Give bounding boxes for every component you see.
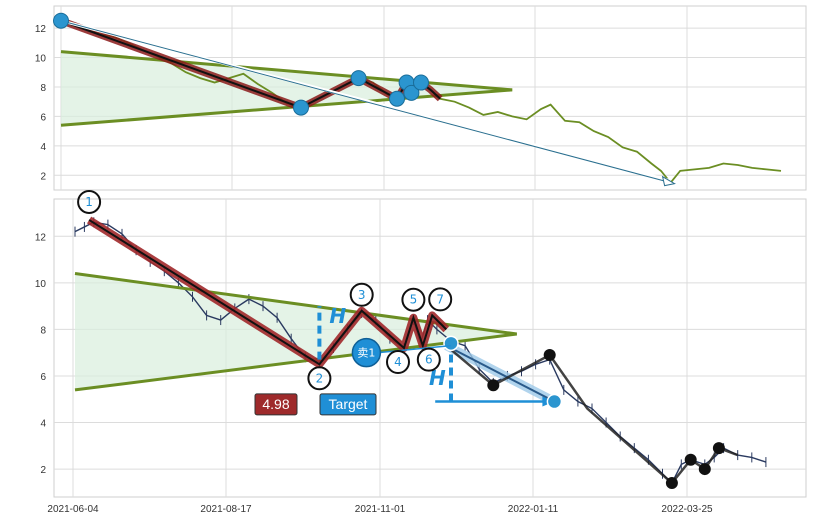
detail-price-box [254,393,298,416]
overview-pivot-dot [293,99,309,116]
detail-sell-connector [378,344,452,354]
detail-triangle-lower [74,332,517,392]
detail-pivot-label: 6 [425,353,433,367]
detail-pattern-dot [543,348,556,361]
overview-triangle-fill [61,51,513,126]
detail-target-box [319,393,377,416]
overview-pivot-dot [403,84,420,101]
detail-pivot-label: 7 [436,292,444,306]
overview-y-tick-label: 2 [40,171,46,182]
detail-y-tick-label: 6 [40,372,46,383]
detail-x-tick-label: 2022-01-11 [508,504,559,515]
overview-pivot-dot [389,90,405,107]
detail-y-tick-label: 8 [40,325,46,336]
detail-projection-inner [445,344,555,403]
detail-pivot-circle [307,366,332,391]
detail-pivot-label: 5 [410,293,418,307]
overview-trend-arrowhead [661,175,676,187]
overview-pivot-dot [53,12,69,29]
detail-pivot-circle [349,282,374,307]
detail-zigzag-inner [88,219,448,366]
detail-y-tick-label: 10 [35,279,47,290]
detail-price-box-label: 4.98 [262,396,289,412]
detail-x-tick-label: 2021-06-04 [47,504,99,515]
detail-target-box-label: Target [329,396,368,412]
detail-pivot-circle [401,287,426,312]
detail-pivot-circle [77,189,102,214]
detail-pivot-label: 2 [316,371,324,385]
overview-y-tick-label: 8 [40,83,46,94]
detail-sell-marker [351,337,382,368]
detail-pattern-dot [684,453,697,466]
detail-target-dot [546,393,563,410]
detail-pivot-circle [428,287,453,312]
overview-y-tick-label: 6 [40,112,46,123]
detail-pivot-circle [386,350,410,374]
overview-pivot-dot [413,74,429,91]
detail-h-label: H [329,304,346,328]
detail-pattern-dot [698,463,711,476]
overview-y-tick-label: 10 [35,54,47,65]
detail-h-label: H [429,366,446,390]
detail-pattern-dot [665,477,678,490]
detail-panel: 2021-06-04 2021-08-17 2021-11-01 2022-01-11… [35,189,807,515]
overview-y-tick-label: 4 [40,142,46,153]
detail-y-tick-label: 4 [40,419,46,430]
detail-pivot-circle [416,347,441,372]
overview-panel: 2 4 6 8 10 12 [35,5,807,191]
overview-triangle-upper [60,50,513,92]
detail-pattern-dot [487,379,500,392]
detail-pivot-label: 4 [394,355,402,369]
overview-trend-arrow [60,20,671,184]
detail-x-tick-label: 2021-11-01 [355,504,406,515]
detail-pivot-label: 3 [358,288,366,302]
detail-y-tick-label: 2 [40,465,46,476]
detail-pivot-label: 1 [85,195,93,209]
detail-triangle-fill [75,273,517,390]
detail-breakout-dot [443,335,459,352]
detail-y-tick-label: 12 [35,232,47,243]
overview-y-tick-label: 12 [35,24,47,35]
detail-pattern-dot [712,442,725,455]
detail-x-tick-label: 2021-08-17 [200,504,252,515]
overview-pivot-dot [350,70,367,87]
detail-sell-label: 卖1 [357,347,375,360]
detail-x-tick-label: 2022-03-25 [661,504,713,515]
